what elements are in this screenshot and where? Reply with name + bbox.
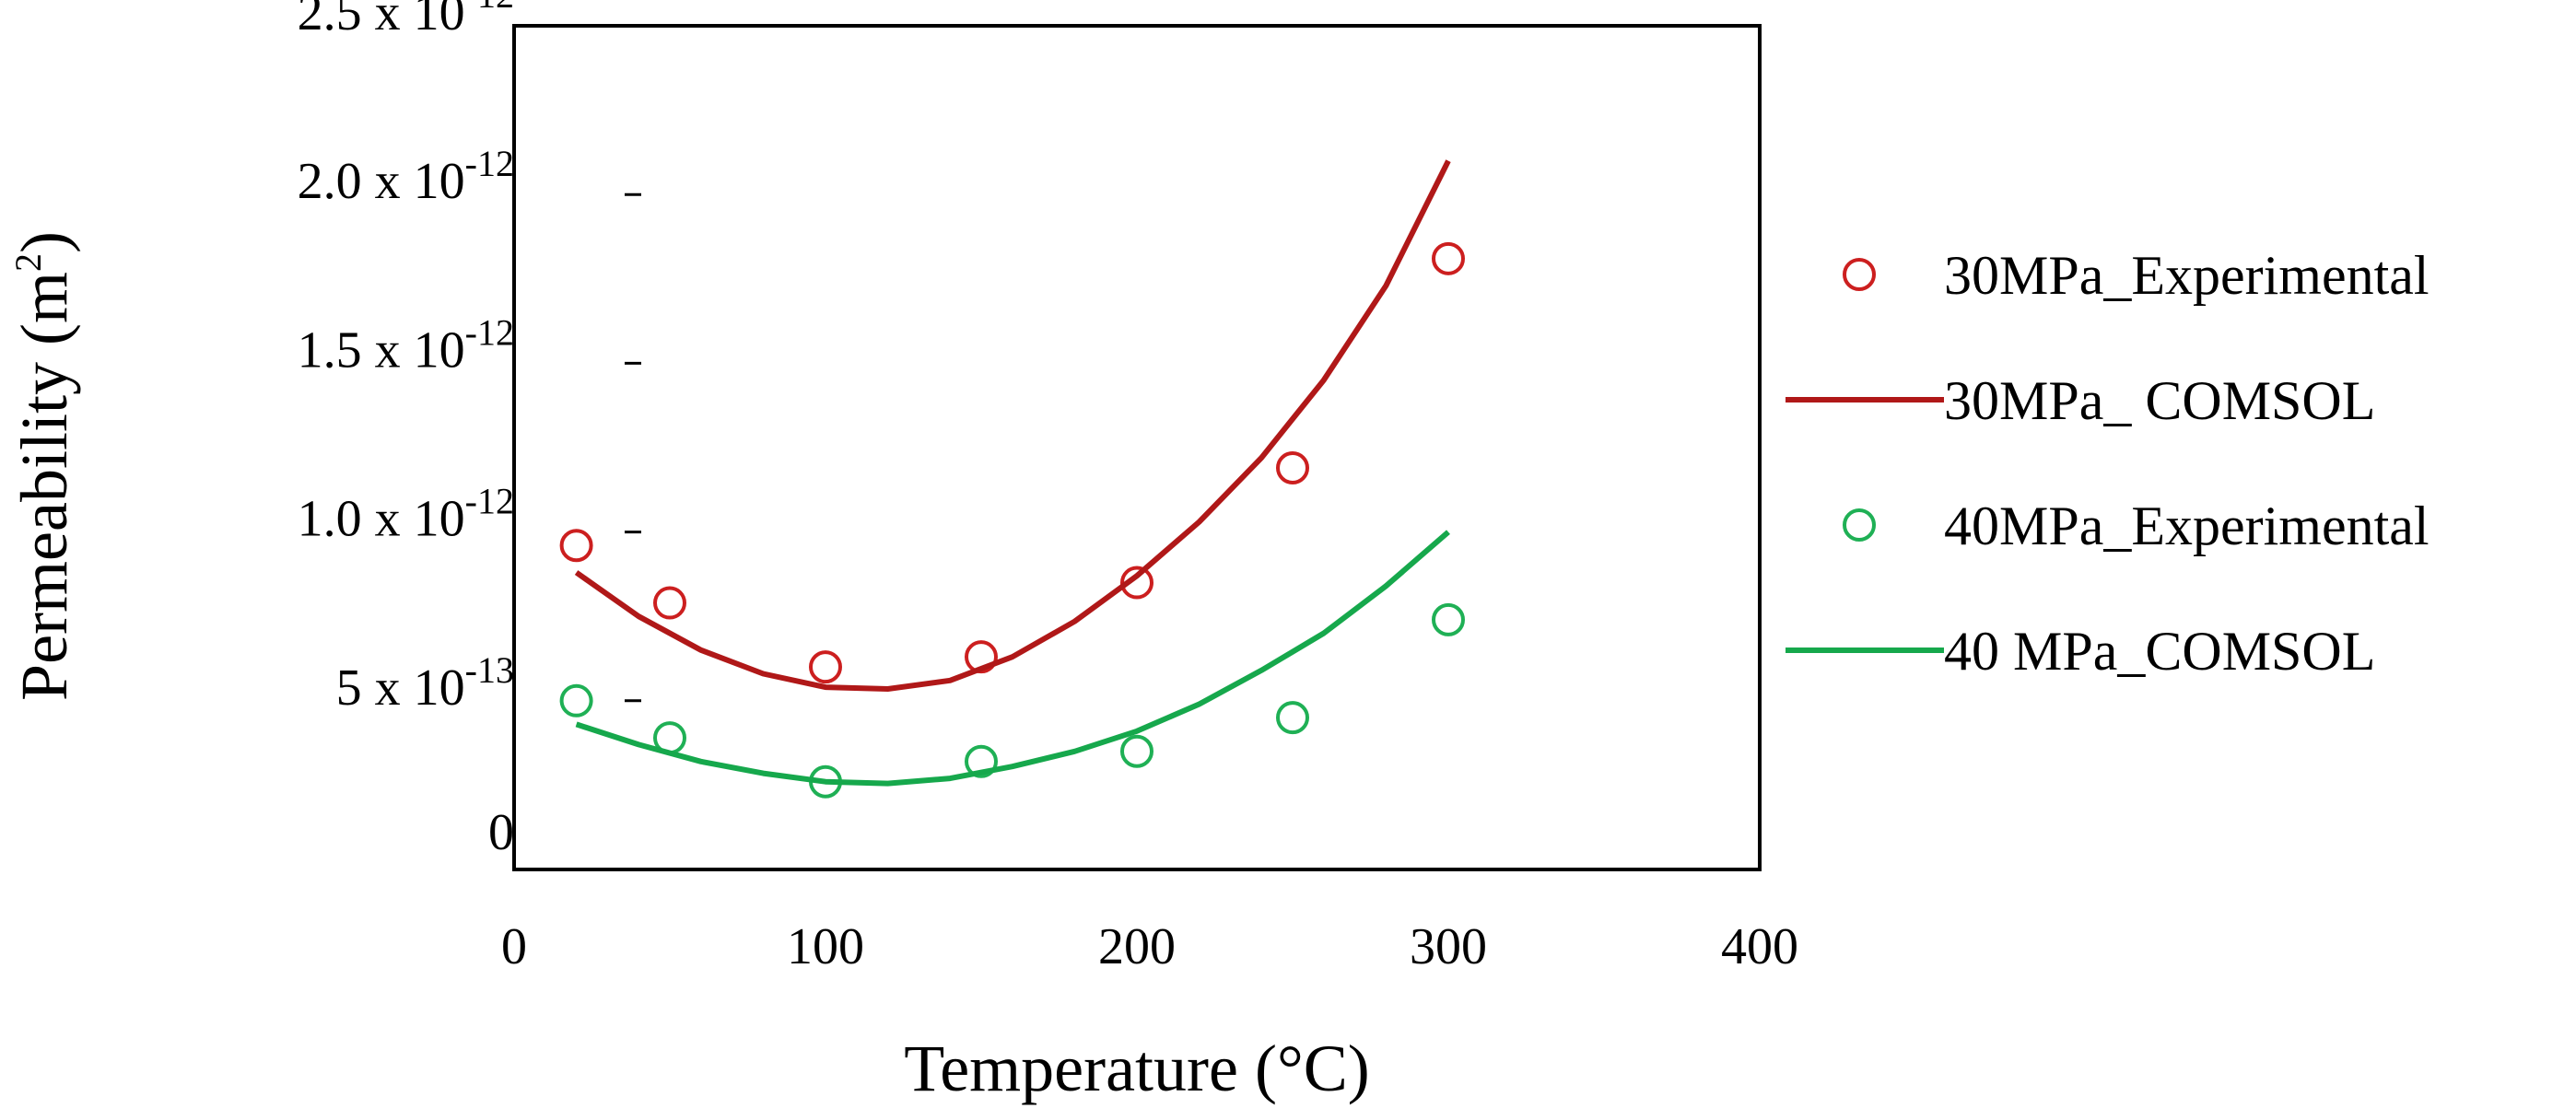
y-tick-label: 2.0 x 10-12 (298, 143, 514, 210)
series-1 (574, 159, 1451, 692)
series-line (574, 159, 1451, 692)
y-tick-label: 5 x 10-13 (336, 649, 514, 717)
y-axis-ticks: 0 5 x 10-13 1.0 x 10-12 1.5 x 10-12 2.0 x 10… (298, 0, 641, 861)
plot-frame (512, 24, 1762, 871)
data-point (965, 744, 998, 778)
legend-marker-icon (1843, 508, 1876, 542)
legend-label: 40 MPa_COMSOL (1944, 621, 2375, 682)
legend-marker-icon (1843, 258, 1876, 291)
legend-item: 40MPa_Experimental (1843, 496, 2430, 556)
y-axis-title-tail: ) (7, 231, 81, 253)
data-point (559, 683, 593, 718)
series-layer (559, 159, 1465, 799)
legend-item: 30MPa_Experimental (1843, 245, 2430, 306)
y-tick-label: 1.0 x 10-12 (298, 481, 514, 548)
data-point (1432, 241, 1465, 275)
y-tick-label: 0 (488, 804, 514, 861)
series-0 (559, 241, 1465, 684)
x-tick-label: 300 (1410, 918, 1487, 975)
legend-item: 30MPa_ COMSOL (1786, 370, 2375, 431)
data-point (653, 586, 686, 620)
data-point (1276, 450, 1309, 484)
data-point (1276, 701, 1309, 735)
data-point (1432, 602, 1465, 636)
data-point (559, 529, 593, 563)
series-line (575, 530, 1450, 787)
x-tick-label: 400 (1721, 918, 1798, 975)
legend-label: 30MPa_ COMSOL (1944, 370, 2375, 431)
y-tick-label: 2.5 x 10-12 (298, 0, 514, 41)
data-point (1120, 566, 1153, 600)
y-axis-title: Permeability (m2) (7, 231, 81, 701)
legend-item: 40 MPa_COMSOL (1786, 621, 2375, 682)
x-tick-label: 0 (501, 918, 527, 975)
legend-label: 40MPa_Experimental (1944, 496, 2430, 556)
y-tick-label: 1.5 x 10-12 (298, 311, 514, 379)
legend: 30MPa_Experimental 30MPa_ COMSOL 40MPa_Exp… (1786, 245, 2430, 682)
y-axis-title-superscript: 2 (7, 253, 49, 272)
y-axis-title-base: Permeability (m (7, 272, 81, 701)
x-tick-label: 100 (787, 918, 864, 975)
series-3 (575, 530, 1450, 787)
x-tick-label: 200 (1098, 918, 1176, 975)
legend-label: 30MPa_Experimental (1944, 245, 2430, 306)
x-axis-ticks: 0 100 200 300 400 (501, 918, 1798, 975)
data-point (809, 650, 842, 684)
x-axis-title: Temperature (°C) (904, 1032, 1370, 1105)
data-point (1120, 734, 1153, 768)
